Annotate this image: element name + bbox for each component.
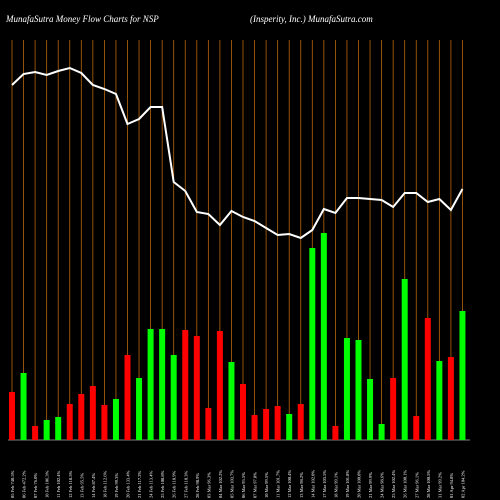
bar: [170, 355, 177, 440]
x-tick-label: 06 Mar 95.5%: [241, 472, 246, 498]
x-tick-label: 24 Mar 98.6%: [380, 472, 385, 498]
x-tick-label: 06 Feb 472.2%: [22, 470, 27, 498]
bar: [343, 338, 350, 440]
x-tick-label: 12 Mar 100.4%: [287, 470, 292, 498]
bar: [89, 386, 96, 440]
x-tick-label: 21 Mar 99.9%: [368, 472, 373, 498]
bar: [320, 233, 327, 440]
x-tick-label: 25 Mar 102.4%: [391, 470, 396, 498]
x-tick-label: 20 Feb 133.4%: [126, 470, 131, 498]
x-tick-label: 11 Feb 102.4%: [56, 471, 61, 498]
x-tick-label: 18 Feb 112.6%: [102, 471, 107, 498]
bar: [297, 404, 304, 440]
bar: [112, 399, 119, 440]
x-tick-label: 27 Mar 96.1%: [414, 472, 419, 498]
bar: [309, 248, 316, 440]
bar: [159, 329, 166, 440]
x-tick-label: 26 Mar 100.1%: [403, 470, 408, 498]
bar: [9, 392, 15, 440]
x-tick-label: 12 Feb 118.5%: [68, 471, 73, 498]
x-tick-label: 19 Mar 101.8%: [345, 470, 350, 498]
bar: [55, 417, 62, 440]
x-tick-label: 28 Mar 100.5%: [426, 470, 431, 498]
x-tick-label: 26 Feb 110.9%: [172, 471, 177, 498]
bar: [251, 415, 258, 440]
x-tick-label: 11 Mar 101.7%: [276, 470, 281, 498]
x-tick-label: 13 Mar 98.2%: [299, 472, 304, 498]
bar: [20, 373, 27, 440]
bar: [424, 318, 431, 440]
x-tick-label: 18 Mar 99.1%: [333, 472, 338, 498]
bar: [401, 279, 408, 440]
bar: [228, 362, 235, 440]
bar: [436, 361, 443, 440]
bar: [124, 355, 131, 440]
bar: [193, 336, 200, 440]
x-tick-label: 04 Mar 102.2%: [218, 470, 223, 498]
x-tick-label: 31 Mar 99.2%: [437, 472, 442, 498]
x-tick-label: 27 Feb 110.3%: [183, 471, 188, 498]
x-tick-label: 14 Feb 87.4%: [91, 473, 96, 498]
x-tick-label: 14 Mar 102.0%: [310, 470, 315, 498]
x-tick-label: 05 Mar 103.7%: [229, 470, 234, 498]
bar: [101, 405, 108, 440]
x-tick-label: 17 Mar 103.5%: [322, 470, 327, 498]
x-tick-label: 02 Apr 104.2%: [460, 470, 465, 498]
bar: [136, 378, 143, 440]
bar: [447, 357, 454, 440]
x-tick-label: 07 Mar 97.8%: [253, 472, 258, 498]
bar: [367, 379, 374, 440]
x-tick-label: 13 Feb 95.5%: [79, 473, 84, 498]
bar: [43, 420, 50, 440]
bar: [263, 409, 270, 440]
bar: [216, 331, 223, 440]
x-tick-label: 19 Feb 99.3%: [114, 473, 119, 498]
x-tick-label: 10 Mar 99.5%: [264, 472, 269, 498]
bar: [413, 416, 420, 440]
bar: [459, 311, 466, 440]
money-flow-line: [11, 66, 464, 240]
bar: [32, 426, 39, 440]
bar: [240, 384, 246, 440]
chart-title: MunafaSutra Money Flow Charts for NSP: [5, 14, 159, 24]
x-tick-label: 01 Apr 94.8%: [449, 473, 454, 498]
bar: [378, 424, 385, 440]
bar: [274, 406, 281, 440]
bar: [332, 426, 339, 440]
x-tick-label: 03 Mar 96.3%: [206, 472, 211, 498]
x-tick-label: 20 Mar 100.0%: [357, 470, 362, 498]
bar: [205, 408, 212, 440]
bar: [66, 404, 73, 440]
x-tick-label: 28 Feb 98.9%: [195, 473, 200, 498]
x-tick-label: 07 Feb 76.0%: [33, 473, 38, 498]
bar: [355, 340, 362, 440]
bar: [390, 378, 397, 440]
x-tick-label: 24 Feb 113.4%: [149, 471, 154, 498]
chart-subtitle: (Insperity, Inc.) MunafaSutra.com: [250, 14, 373, 24]
x-tick-label: 21 Feb 117.2%: [137, 471, 142, 498]
x-tick-label: 25 Feb 108.8%: [160, 470, 165, 498]
x-tick-label: 05 Feb 740.5%: [10, 470, 15, 498]
bar: [286, 414, 293, 440]
x-tick-label: 10 Feb 106.3%: [45, 470, 50, 498]
bar: [147, 329, 154, 440]
bar: [78, 394, 85, 440]
bar: [182, 330, 189, 440]
